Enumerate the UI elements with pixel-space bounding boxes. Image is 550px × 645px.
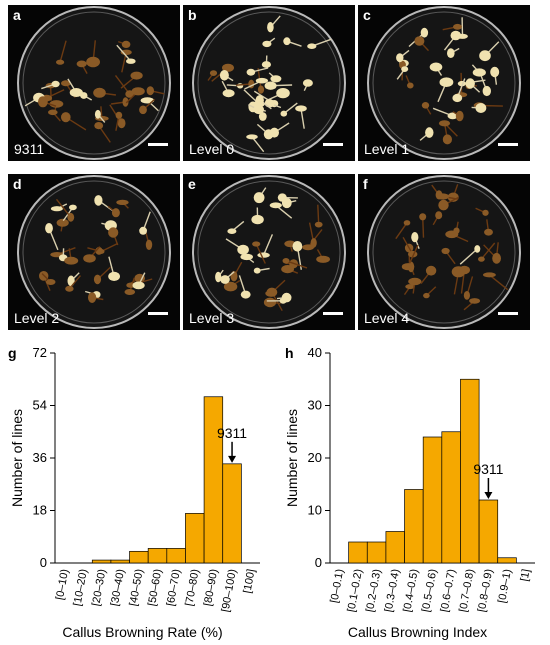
x-tick-label: [0.3–0.4) <box>383 568 402 613</box>
y-axis-label: Number of lines <box>9 409 25 507</box>
panel-letter-e: e <box>188 176 196 192</box>
x-tick-label: [0–10) <box>54 568 71 601</box>
panel-letter-c: c <box>363 7 371 23</box>
panel-level-label: Level 3 <box>189 310 235 326</box>
bar <box>460 378 480 564</box>
petri-dish-image <box>192 6 346 160</box>
annotation-arrow-head <box>484 492 493 499</box>
scale-bar <box>323 312 343 315</box>
bar <box>497 557 517 564</box>
bar <box>147 548 168 564</box>
petri-dish-image <box>17 175 171 329</box>
x-tick-label: [0.4–0.5) <box>401 568 420 613</box>
petri-dish-image <box>192 175 346 329</box>
x-tick-label: [80–90) <box>202 568 220 607</box>
photo-panel-b: b Level 0 <box>183 5 355 161</box>
scale-bar <box>148 143 168 146</box>
x-tick-label: [0.2–0.3) <box>364 568 383 613</box>
photo-panel-e: e Level 3 <box>183 174 355 330</box>
scale-bar <box>323 143 343 146</box>
panel-level-label: Level 1 <box>364 141 410 157</box>
x-axis-label: Callus Browning Index <box>348 624 487 640</box>
x-tick-label: [0.8–0.9) <box>476 568 495 613</box>
panel-level-label: Level 0 <box>189 141 235 157</box>
petri-dish-image <box>367 175 521 329</box>
x-tick-label: [100] <box>242 568 258 594</box>
scale-bar <box>498 143 518 146</box>
bar <box>166 548 186 564</box>
photo-panel-a: a 9311 <box>8 5 180 161</box>
x-tick-label: [90–100) <box>220 568 239 613</box>
panel-letter-h: h <box>285 345 294 361</box>
panel-letter-f: f <box>363 176 368 192</box>
x-tick-label: [0–0.1) <box>328 568 346 604</box>
scale-bar <box>148 312 168 315</box>
petri-dish-image <box>367 6 521 160</box>
bar <box>441 431 461 564</box>
bar <box>91 559 112 564</box>
y-tick-label: 0 <box>40 555 47 570</box>
y-tick-label: 30 <box>308 398 322 413</box>
x-tick-label: [0.5–0.6) <box>420 568 439 613</box>
x-tick-label: [0.9–1) <box>496 568 514 604</box>
bar <box>348 541 368 564</box>
panel-level-label: Level 2 <box>14 310 60 326</box>
bar <box>110 559 130 564</box>
x-tick-label: [0.6–0.7) <box>439 568 458 613</box>
petri-dish-image <box>17 6 171 160</box>
y-tick-label: 40 <box>308 345 322 360</box>
x-tick-label: [40–50) <box>127 568 145 607</box>
bar <box>366 541 387 564</box>
photo-panel-d: d Level 2 <box>8 174 180 330</box>
bar <box>478 499 499 564</box>
x-tick-label: [10–20) <box>72 568 90 607</box>
bar <box>385 531 405 564</box>
panel-level-label: Level 4 <box>364 310 410 326</box>
annotation-label: 9311 <box>217 425 247 441</box>
y-tick-label: 18 <box>33 503 47 518</box>
histogram-browning-index: 0 10 20 30 40 [0–0.1) [0.1–0.2) [0.2–0.3) [0.3–0… <box>284 345 535 640</box>
bar <box>185 513 205 564</box>
panel-letter-d: d <box>13 176 22 192</box>
x-tick-label: [30–40) <box>109 568 127 607</box>
annotation-arrow-head <box>228 455 237 463</box>
bar <box>404 489 424 564</box>
y-tick-label: 72 <box>33 345 47 360</box>
scale-bar <box>498 312 518 315</box>
bar <box>222 463 242 564</box>
x-tick-label: [20–30) <box>90 568 108 607</box>
y-tick-label: 10 <box>308 503 322 518</box>
panel-letter-g: g <box>8 345 17 361</box>
annotation-label: 9311 <box>473 461 503 477</box>
y-tick-label: 36 <box>33 450 47 465</box>
histogram-browning-rate: 0 18 36 54 72 [0–10) [10–20) [20–30) [30–40) [40–… <box>9 345 260 640</box>
panel-level-label: 9311 <box>14 141 45 157</box>
y-axis-label: Number of lines <box>284 409 300 507</box>
x-tick-label: [0.7–0.8) <box>457 568 476 613</box>
bar <box>129 550 149 564</box>
x-tick-label: [1] <box>519 568 533 582</box>
y-tick-label: 54 <box>33 398 47 413</box>
y-tick-label: 0 <box>315 555 322 570</box>
panel-letter-b: b <box>188 7 197 23</box>
photo-panel-f: f Level 4 <box>358 174 530 330</box>
y-tick-label: 20 <box>308 450 322 465</box>
x-tick-label: [50–60) <box>146 568 164 607</box>
x-tick-label: [70–80) <box>183 568 201 607</box>
panel-letter-a: a <box>13 7 21 23</box>
bar <box>422 436 443 564</box>
x-axis-label: Callus Browning Rate (%) <box>62 624 222 640</box>
photo-panel-c: c Level 1 <box>358 5 530 161</box>
x-tick-label: [60–70) <box>165 568 183 607</box>
x-tick-label: [0.1–0.2) <box>345 568 364 613</box>
bar <box>203 396 224 564</box>
